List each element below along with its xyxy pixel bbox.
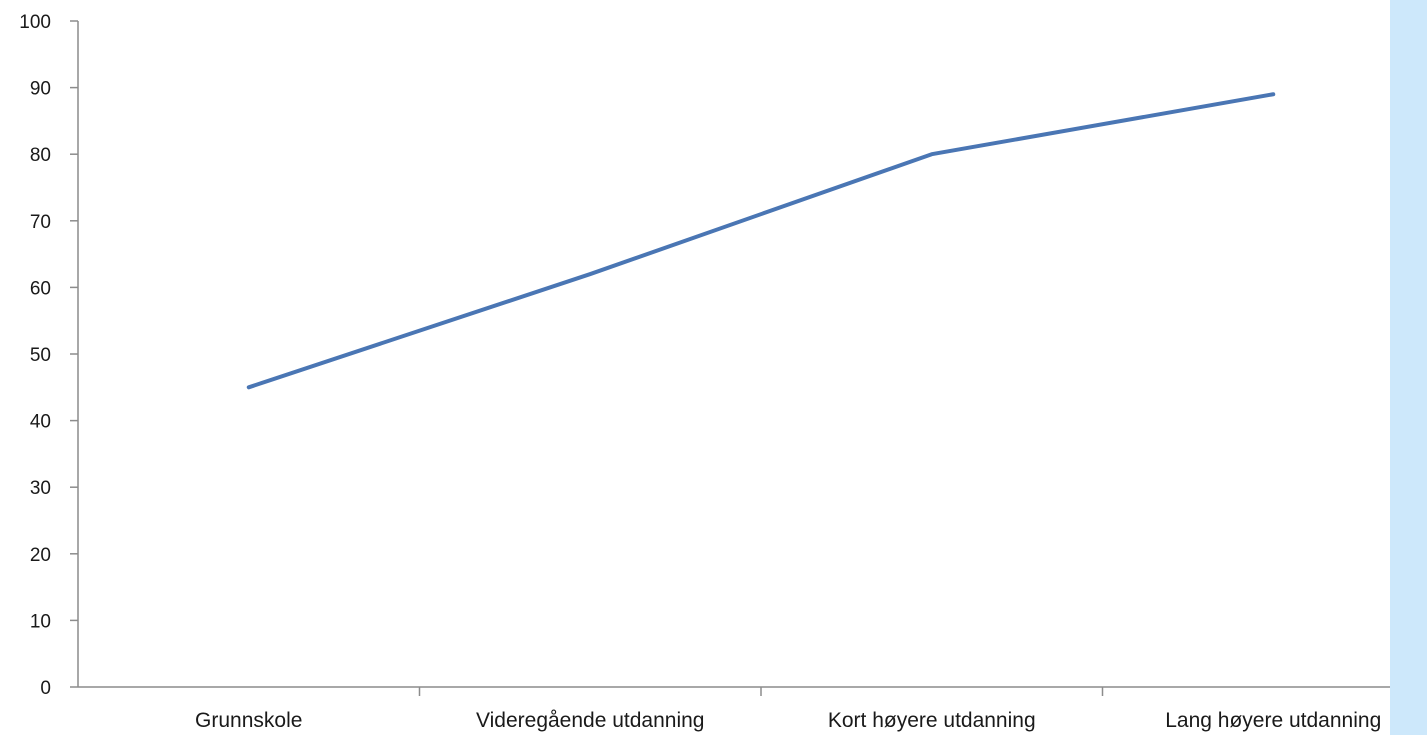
- x-category-label: Videregående utdanning: [476, 709, 705, 732]
- y-tick-label: 100: [19, 12, 51, 33]
- y-tick-label: 50: [30, 345, 51, 366]
- y-tick-label: 30: [30, 478, 51, 499]
- x-category-label: Grunnskole: [195, 709, 302, 732]
- x-category-label: Kort høyere utdanning: [828, 709, 1036, 732]
- side-panel-edge: [1390, 0, 1427, 735]
- y-tick-label: 90: [30, 79, 51, 100]
- y-tick-label: 20: [30, 545, 51, 566]
- y-tick-label: 70: [30, 212, 51, 233]
- y-tick-label: 80: [30, 145, 51, 166]
- y-tick-label: 60: [30, 278, 51, 299]
- y-tick-label: 10: [30, 611, 51, 632]
- series-line: [246, 92, 1276, 390]
- y-tick-label: 40: [30, 412, 51, 433]
- x-category-label: Lang høyere utdanning: [1165, 709, 1381, 732]
- y-tick-label: 0: [40, 678, 51, 699]
